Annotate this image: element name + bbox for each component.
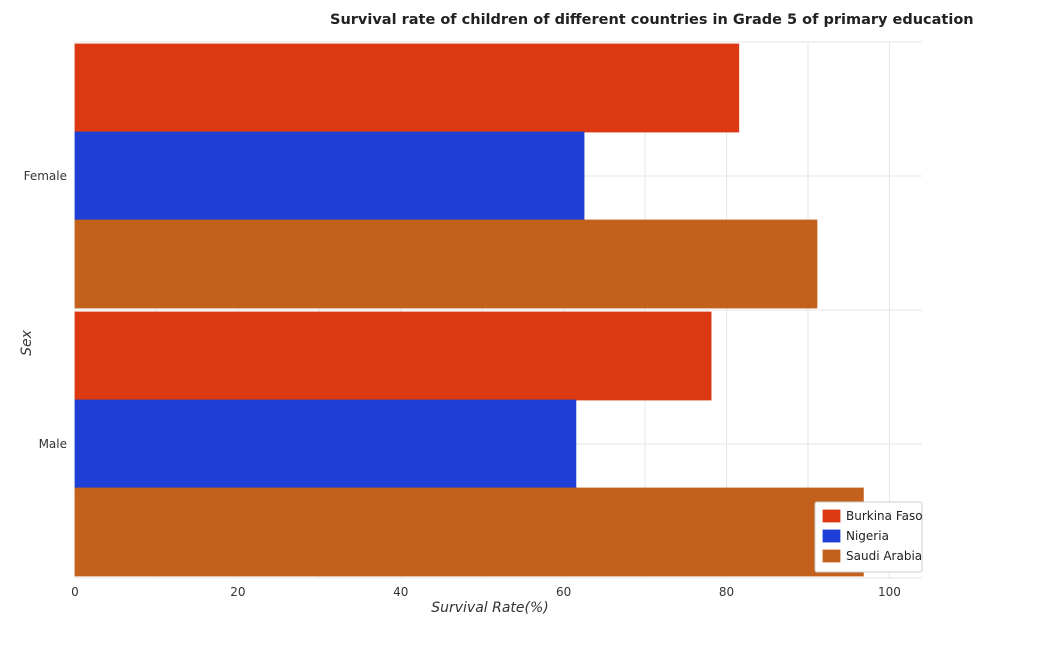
legend: Burkina Faso Nigeria Saudi Arabia — [814, 501, 923, 573]
bar-saudi-arabia-male — [74, 487, 864, 577]
bar-burkina-faso-female — [74, 43, 740, 133]
chart-title: Survival rate of children of different c… — [330, 12, 974, 28]
legend-label-saudi-arabia: Saudi Arabia — [846, 549, 922, 563]
bar-nigeria-male — [74, 399, 577, 489]
bar-nigeria-female — [74, 131, 585, 221]
bar-saudi-arabia-female — [74, 219, 818, 309]
x-tick-label: 40 — [393, 585, 408, 599]
bars — [74, 43, 864, 577]
legend-swatch-nigeria — [822, 529, 841, 543]
legend-label-burkina-faso: Burkina Faso — [846, 509, 923, 523]
legend-label-nigeria: Nigeria — [846, 529, 889, 543]
x-tick-label: 100 — [878, 585, 901, 599]
x-axis-title: Survival Rate(%) — [431, 600, 549, 616]
legend-swatch-burkina-faso — [822, 509, 841, 523]
y-axis-ticks: Female Male — [24, 169, 67, 451]
y-tick-label-male: Male — [39, 437, 67, 451]
legend-frame — [814, 501, 923, 573]
y-axis-title: Sex — [19, 329, 35, 356]
x-tick-label: 80 — [719, 585, 734, 599]
x-tick-label: 60 — [556, 585, 571, 599]
x-tick-label: 0 — [71, 585, 79, 599]
bar-burkina-faso-male — [74, 311, 712, 401]
legend-swatch-saudi-arabia — [822, 549, 841, 563]
x-tick-label: 20 — [230, 585, 245, 599]
x-axis-ticks: 0 20 40 60 80 100 — [71, 585, 901, 599]
y-tick-label-female: Female — [24, 169, 67, 183]
